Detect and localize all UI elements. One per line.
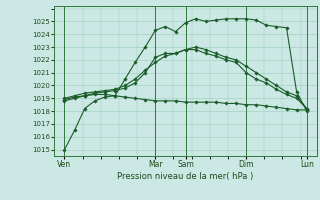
- X-axis label: Pression niveau de la mer( hPa ): Pression niveau de la mer( hPa ): [117, 172, 254, 181]
